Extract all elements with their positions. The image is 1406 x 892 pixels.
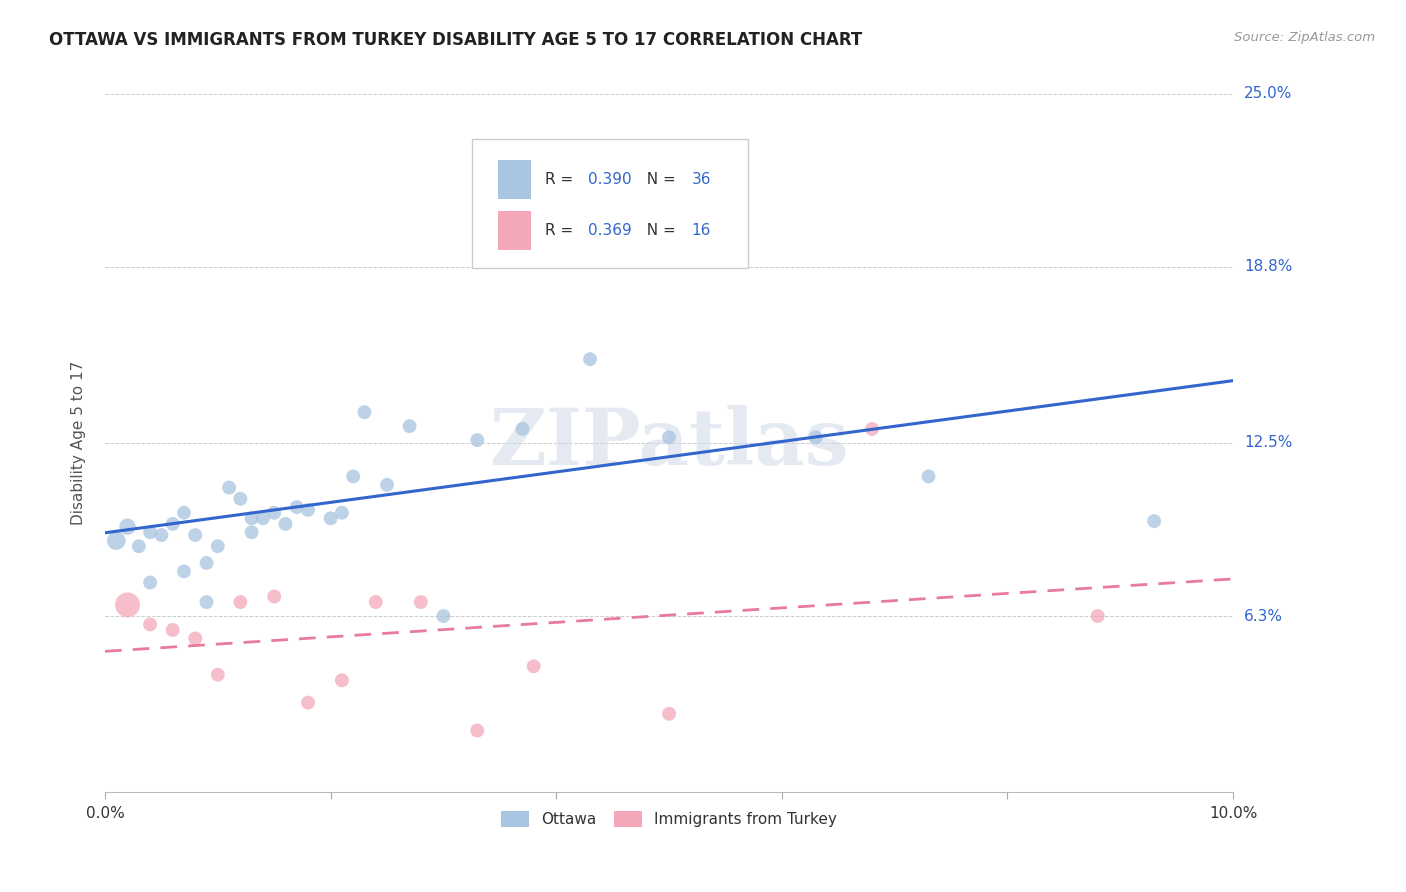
Point — [139, 617, 162, 632]
Point — [184, 528, 207, 542]
Point — [195, 556, 218, 570]
Point — [465, 723, 488, 738]
Point — [173, 506, 195, 520]
Point — [375, 477, 398, 491]
Point — [658, 706, 681, 721]
Text: OTTAWA VS IMMIGRANTS FROM TURKEY DISABILITY AGE 5 TO 17 CORRELATION CHART: OTTAWA VS IMMIGRANTS FROM TURKEY DISABIL… — [49, 31, 862, 49]
Point — [1087, 609, 1109, 624]
Text: Source: ZipAtlas.com: Source: ZipAtlas.com — [1234, 31, 1375, 45]
Text: 36: 36 — [692, 172, 711, 187]
Legend: Ottawa, Immigrants from Turkey: Ottawa, Immigrants from Turkey — [495, 805, 844, 833]
Point — [240, 511, 263, 525]
Point — [658, 430, 681, 444]
Point — [173, 565, 195, 579]
Point — [364, 595, 387, 609]
Point — [117, 598, 139, 612]
Point — [297, 696, 319, 710]
FancyBboxPatch shape — [471, 139, 748, 268]
Text: 16: 16 — [692, 223, 711, 238]
Text: 12.5%: 12.5% — [1244, 435, 1292, 450]
Point — [297, 503, 319, 517]
Point — [330, 673, 353, 688]
Text: ZIPatlas: ZIPatlas — [489, 405, 849, 481]
Point — [139, 575, 162, 590]
Y-axis label: Disability Age 5 to 17: Disability Age 5 to 17 — [72, 360, 86, 525]
Point — [523, 659, 546, 673]
Text: N =: N = — [637, 172, 681, 187]
Point — [263, 506, 285, 520]
Point — [240, 525, 263, 540]
Text: 25.0%: 25.0% — [1244, 87, 1292, 102]
Point — [512, 422, 534, 436]
Point — [207, 667, 229, 681]
Point — [330, 506, 353, 520]
FancyBboxPatch shape — [498, 211, 531, 250]
Point — [274, 516, 297, 531]
Point — [398, 419, 420, 434]
Point — [117, 519, 139, 533]
Point — [252, 511, 274, 525]
Point — [139, 525, 162, 540]
Point — [207, 539, 229, 553]
Point — [229, 595, 252, 609]
Point — [465, 433, 488, 447]
Point — [128, 539, 150, 553]
Point — [285, 500, 308, 515]
Point — [319, 511, 342, 525]
Text: 18.8%: 18.8% — [1244, 260, 1292, 275]
Point — [353, 405, 375, 419]
Text: 0.390: 0.390 — [588, 172, 631, 187]
Text: N =: N = — [637, 223, 681, 238]
Point — [184, 632, 207, 646]
Point — [409, 595, 432, 609]
FancyBboxPatch shape — [498, 161, 531, 199]
Point — [1143, 514, 1166, 528]
Text: R =: R = — [546, 172, 578, 187]
Point — [195, 595, 218, 609]
Point — [162, 516, 184, 531]
Point — [804, 430, 827, 444]
Text: 0.369: 0.369 — [588, 223, 631, 238]
Point — [218, 481, 240, 495]
Point — [105, 533, 128, 548]
Point — [229, 491, 252, 506]
Point — [917, 469, 939, 483]
Point — [432, 609, 454, 624]
Text: R =: R = — [546, 223, 578, 238]
Point — [860, 422, 883, 436]
Point — [150, 528, 173, 542]
Text: 6.3%: 6.3% — [1244, 608, 1284, 624]
Point — [162, 623, 184, 637]
Point — [263, 590, 285, 604]
Point — [579, 352, 602, 367]
Point — [523, 212, 546, 227]
Point — [342, 469, 364, 483]
